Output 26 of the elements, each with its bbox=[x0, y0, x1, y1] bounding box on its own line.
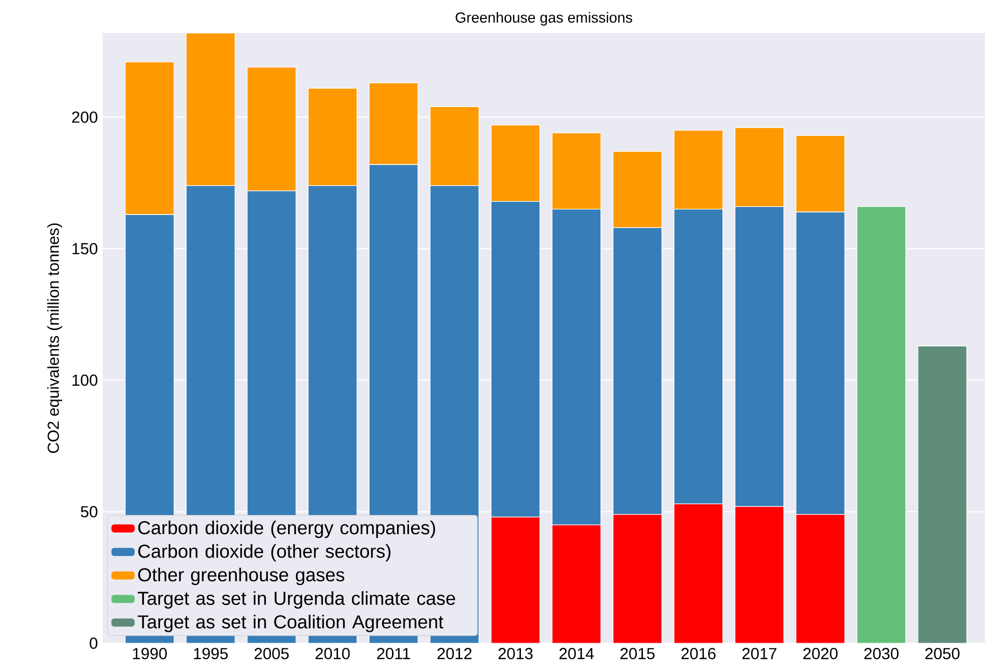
x-tick-label: 2020 bbox=[803, 648, 838, 660]
x-tick-label: 2030 bbox=[864, 648, 899, 660]
y-tick-label: 0 bbox=[90, 637, 98, 649]
y-axis-title: CO2 equivalents (million tonnes) bbox=[47, 223, 62, 453]
legend-label: Other greenhouse gases bbox=[138, 568, 344, 585]
chart-title: Greenhouse gas emissions bbox=[456, 12, 632, 26]
x-tick-label: 2050 bbox=[925, 648, 960, 660]
x-tick-label: 2005 bbox=[254, 648, 289, 660]
legend-label: Target as set in Urgenda climate case bbox=[138, 591, 456, 609]
x-tick-label: 1990 bbox=[133, 648, 167, 660]
legend-label: Carbon dioxide (energy companies) bbox=[138, 520, 436, 538]
x-tick-label: 2012 bbox=[438, 648, 472, 660]
legend-label: Target as set in Coalition Agreement bbox=[138, 614, 444, 632]
x-tick-label: 2013 bbox=[498, 648, 533, 660]
x-tick-label: 2014 bbox=[559, 648, 594, 660]
x-tick-label: 2016 bbox=[681, 648, 716, 660]
legend-label: Carbon dioxide (other sectors) bbox=[138, 544, 390, 562]
y-tick-label: 150 bbox=[72, 242, 98, 254]
y-tick-label: 100 bbox=[72, 374, 98, 386]
x-tick-label: 1995 bbox=[194, 648, 228, 660]
y-tick-label: 50 bbox=[80, 506, 98, 518]
x-tick-label: 2017 bbox=[742, 648, 776, 660]
y-tick-label: 200 bbox=[72, 111, 98, 123]
x-tick-label: 2010 bbox=[316, 648, 350, 660]
x-tick-label: 2015 bbox=[620, 648, 655, 660]
x-tick-label: 2011 bbox=[377, 648, 410, 660]
